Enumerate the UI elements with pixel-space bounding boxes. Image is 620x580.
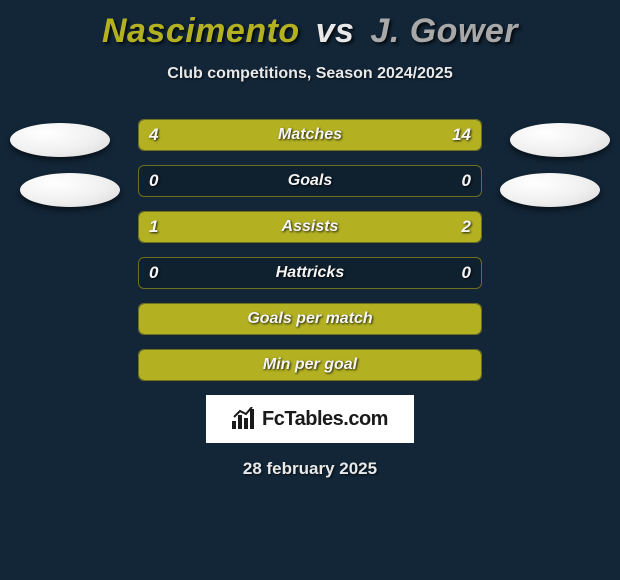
- bar-chart-icon: [232, 407, 258, 429]
- stat-row: 0 0Goals: [138, 165, 482, 197]
- player1-name: Nascimento: [102, 12, 300, 50]
- stat-value-left: 1: [149, 217, 158, 237]
- stat-value-right: 0: [462, 263, 471, 283]
- bar-fill-right: [214, 120, 481, 150]
- stat-row: 414Matches: [138, 119, 482, 151]
- player1-club-badge-2: [20, 173, 120, 207]
- watermark: FcTables.com: [206, 395, 414, 443]
- stat-row: Min per goal: [138, 349, 482, 381]
- bar-fill-right: [252, 212, 481, 242]
- stat-label: Goals: [139, 172, 481, 190]
- stat-value-left: 0: [149, 171, 158, 191]
- stat-value-right: 2: [462, 217, 471, 237]
- player2-club-badge-2: [500, 173, 600, 207]
- stat-label: Hattricks: [139, 264, 481, 282]
- watermark-text: FcTables.com: [262, 408, 388, 430]
- stat-rows: 414Matches00Goals12Assists00HattricksGoa…: [138, 119, 482, 395]
- subtitle: Club competitions, Season 2024/2025: [0, 65, 620, 83]
- stat-row: 0 0Hattricks: [138, 257, 482, 289]
- bar-fill-full: [139, 304, 481, 334]
- comparison-title: Nascimento vs J. Gower: [0, 0, 620, 51]
- stat-row: 12Assists: [138, 211, 482, 243]
- player2-name: J. Gower: [370, 12, 518, 50]
- player1-club-badge-1: [10, 123, 110, 157]
- comparison-chart: 414Matches00Goals12Assists00HattricksGoa…: [0, 119, 620, 389]
- player2-club-badge-1: [510, 123, 610, 157]
- stat-value-left: 0: [149, 263, 158, 283]
- stat-row: Goals per match: [138, 303, 482, 335]
- vs-label: vs: [316, 12, 355, 50]
- stat-value-right: 0: [462, 171, 471, 191]
- stat-value-right: 14: [452, 125, 471, 145]
- stat-value-left: 4: [149, 125, 158, 145]
- bar-fill-full: [139, 350, 481, 380]
- date-label: 28 february 2025: [0, 459, 620, 479]
